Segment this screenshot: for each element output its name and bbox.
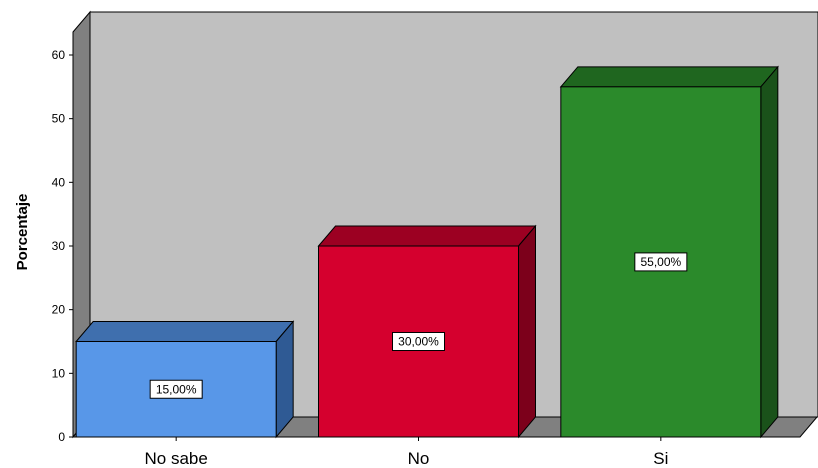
data-label-box	[634, 252, 688, 272]
bar-no-sabe: 15,00%	[75, 320, 295, 439]
x-category-label: No sabe	[145, 449, 208, 468]
y-axis-title: Porcentaje	[14, 194, 31, 271]
bars: 15,00% 30,00% 55,00%	[75, 65, 779, 439]
y-tick-label: 40	[52, 175, 66, 189]
y-tick-label: 60	[52, 48, 66, 62]
bar-top-face	[317, 225, 537, 247]
x-axis: No sabe No Si	[145, 437, 668, 468]
bar-no: 30,00%	[317, 224, 537, 439]
y-tick-label: 0	[58, 430, 65, 444]
data-label: 15,00%	[156, 382, 197, 396]
data-label-box	[149, 379, 203, 399]
bar-side-face	[518, 224, 536, 439]
bar-side-face	[275, 320, 294, 439]
bar-top-face	[75, 321, 295, 342]
y-tick-label: 20	[52, 303, 66, 317]
y-tick-label: 50	[52, 112, 66, 126]
y-tick-label: 10	[52, 366, 66, 380]
y-axis: 0 10 20 30 40 50 60	[52, 32, 74, 444]
y-tick-label: 30	[52, 239, 66, 253]
x-category-label: Si	[653, 449, 668, 468]
data-label-box	[392, 332, 445, 351]
x-category-label: No	[408, 449, 430, 468]
data-label: 30,00%	[398, 335, 439, 349]
bar-top-face	[559, 66, 779, 88]
bar-si: 55,00%	[559, 65, 779, 439]
bar-side-face	[760, 65, 779, 439]
data-label: 55,00%	[640, 255, 681, 269]
